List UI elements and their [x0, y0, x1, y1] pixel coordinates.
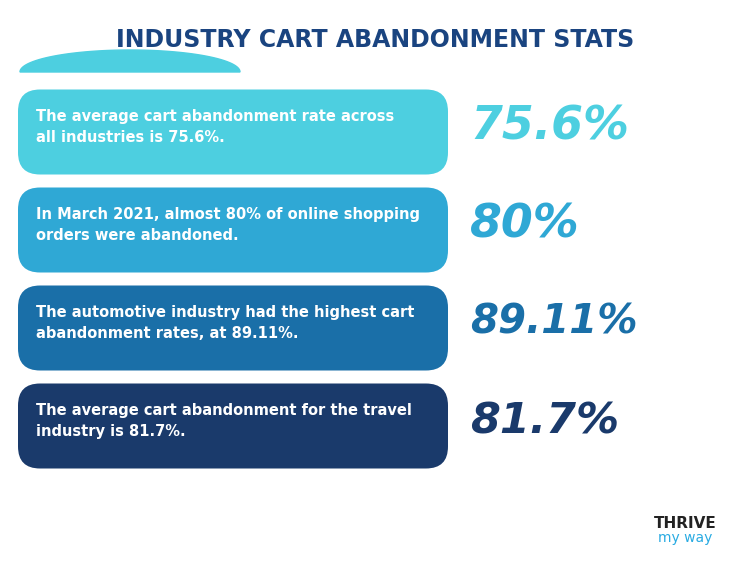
- FancyBboxPatch shape: [18, 188, 448, 273]
- Text: 80%: 80%: [470, 202, 580, 247]
- Text: my way: my way: [658, 531, 712, 545]
- Text: 89.11%: 89.11%: [470, 303, 638, 343]
- Text: THRIVE: THRIVE: [653, 516, 716, 532]
- FancyBboxPatch shape: [18, 383, 448, 469]
- FancyBboxPatch shape: [18, 89, 448, 174]
- Text: The average cart abandonment rate across
all industries is 75.6%.: The average cart abandonment rate across…: [36, 108, 394, 146]
- Text: The automotive industry had the highest cart
abandonment rates, at 89.11%.: The automotive industry had the highest …: [36, 305, 414, 341]
- Text: 75.6%: 75.6%: [470, 105, 629, 149]
- FancyBboxPatch shape: [18, 285, 448, 370]
- Text: 81.7%: 81.7%: [470, 400, 620, 442]
- Text: INDUSTRY CART ABANDONMENT STATS: INDUSTRY CART ABANDONMENT STATS: [116, 28, 634, 52]
- Polygon shape: [20, 50, 240, 72]
- Text: In March 2021, almost 80% of online shopping
orders were abandoned.: In March 2021, almost 80% of online shop…: [36, 207, 420, 243]
- Text: The average cart abandonment for the travel
industry is 81.7%.: The average cart abandonment for the tra…: [36, 403, 412, 439]
